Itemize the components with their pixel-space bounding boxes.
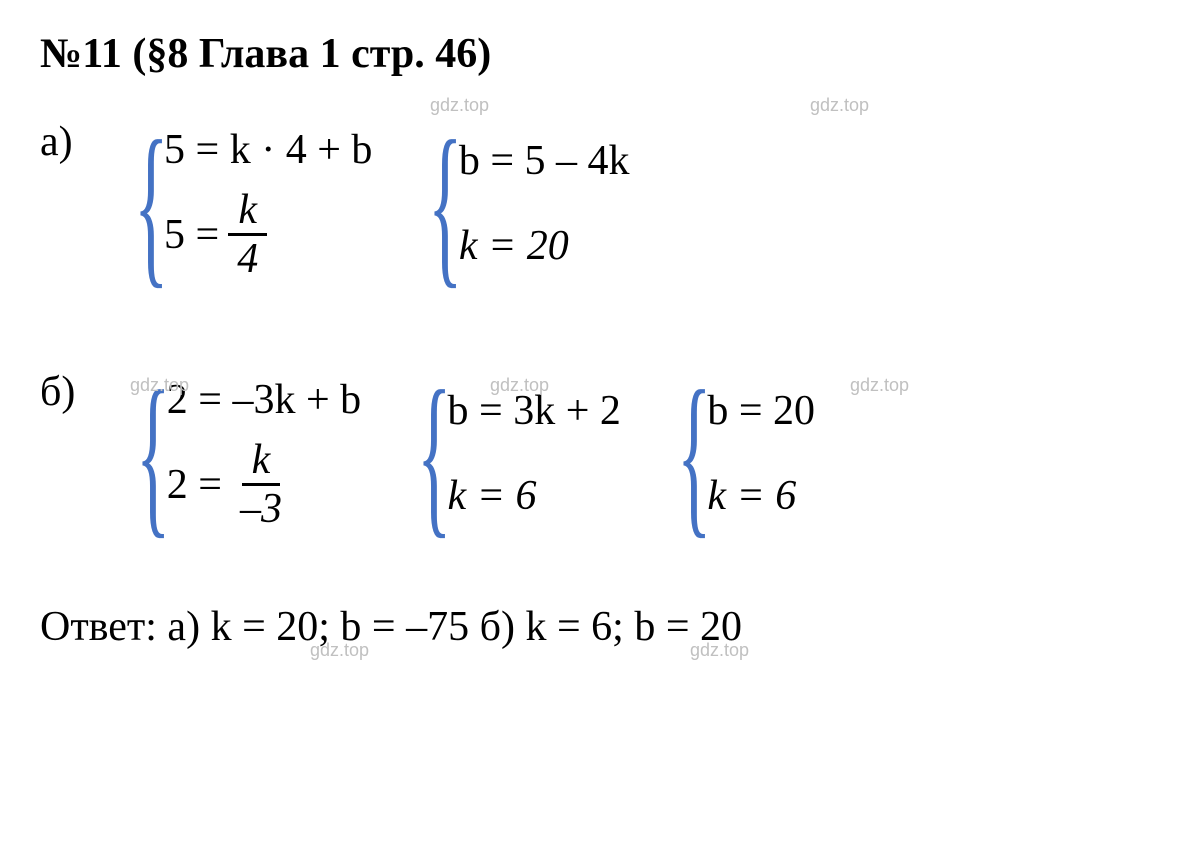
frac-denominator: 4 (227, 236, 268, 280)
section-b: б) { 2 = –3k + b 2 = k –3 { b = 3k + 2 k… (40, 353, 1143, 553)
eq-b1-line1: 2 = –3k + b (167, 376, 361, 424)
eq-b2-line1: b = 3k + 2 (448, 387, 621, 435)
eq-a1-line1: 5 = k · 4 + b (164, 126, 372, 174)
eq-a2-line1: b = 5 – 4k (459, 137, 630, 185)
eq-b1-line2: 2 = k –3 (167, 439, 361, 530)
brace-icon: { (677, 377, 712, 530)
frac-numerator: k (228, 189, 267, 236)
eq-b2-line2: k = 6 (448, 472, 621, 520)
frac-numerator: k (242, 439, 281, 486)
section-a: а) { 5 = k · 4 + b 5 = k 4 { b = 5 – 4k … (40, 103, 1143, 303)
brace-icon: { (134, 127, 169, 280)
group-b2: { b = 3k + 2 k = 6 (421, 353, 621, 553)
group-a2: { b = 5 – 4k k = 20 (432, 103, 629, 303)
part-b-label: б) (40, 353, 75, 416)
eq-b3-line2: k = 6 (707, 472, 815, 520)
brace-icon: { (417, 377, 452, 530)
group-a1: { 5 = k · 4 + b 5 = k 4 (138, 103, 373, 303)
brace-icon: { (428, 127, 463, 280)
fraction: k –3 (230, 439, 292, 530)
brace-icon: { (136, 377, 171, 530)
answer-line: Ответ: а) k = 20; b = –75 б) k = 6; b = … (40, 603, 1143, 651)
page-title: №11 (§8 Глава 1 стр. 46) (40, 30, 1143, 78)
eq-a1-line2: 5 = k 4 (164, 189, 372, 280)
eq-lhs: 2 = (167, 461, 222, 509)
eq-a2-line2: k = 20 (459, 222, 630, 270)
fraction: k 4 (227, 189, 268, 280)
group-b3: { b = 20 k = 6 (681, 353, 815, 553)
eq-b3-line1: b = 20 (707, 387, 815, 435)
part-a-label: а) (40, 103, 73, 166)
frac-denominator: –3 (230, 486, 292, 530)
eq-lhs: 5 = (164, 211, 219, 259)
group-b1: { 2 = –3k + b 2 = k –3 (140, 353, 361, 553)
